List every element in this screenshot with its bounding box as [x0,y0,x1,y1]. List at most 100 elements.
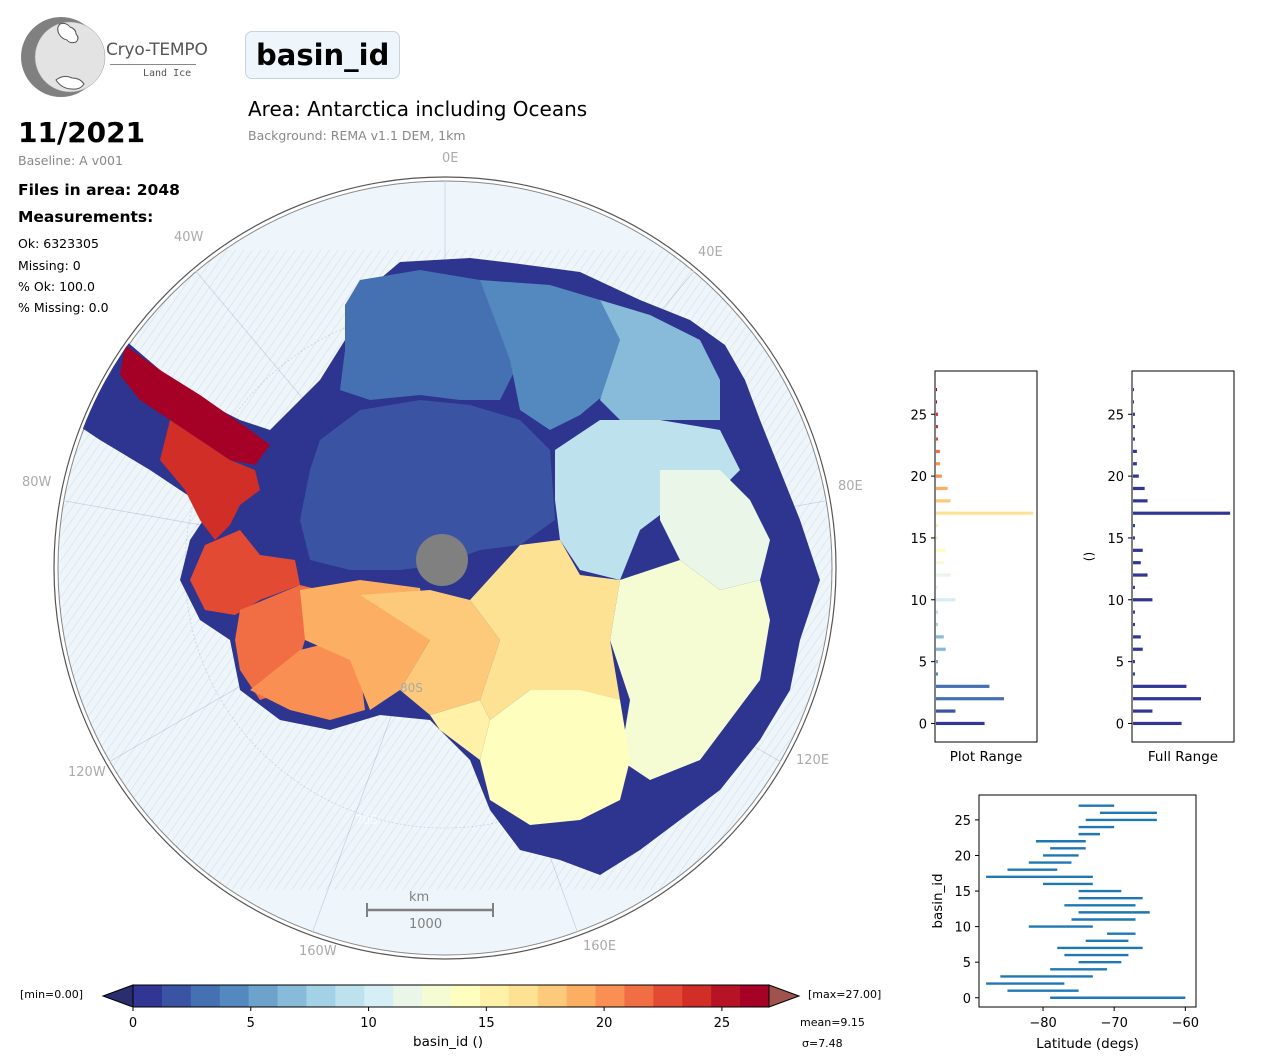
hist-bar [1133,721,1182,726]
lon-label-80e: 80E [838,479,863,494]
hist-bar [936,548,946,552]
hist-bar [1133,684,1187,688]
colorbar-min-label: [min=0.00] [20,988,84,1001]
lat-xtick-label: −70 [1100,1016,1127,1031]
colorbar-swatch [451,985,481,1007]
lat-xtick-label: −80 [1029,1016,1056,1031]
lat-ytick-label: 0 [963,992,971,1007]
lon-label-160e: 160E [583,939,616,954]
hist-frame [934,370,1038,743]
hist-xlabel: Full Range [1148,749,1218,765]
hist-ytick-label: 0 [919,717,927,732]
hist-bar [1133,437,1135,441]
basin-east-i [470,540,620,720]
histogram-plot-range: 0 5 10 15 20 25 Plot Range [910,370,1038,765]
basin-west-2 [250,640,365,720]
hist-bar [1133,387,1134,392]
hist-bar [936,684,990,688]
basin-east-d [600,300,720,420]
lat-ytick-label: 5 [963,956,971,971]
colorbar-sigma: σ=7.48 [802,1037,843,1050]
colorbar-swatch [161,985,192,1007]
colorbar-swatch [277,985,307,1007]
colorbar-swatch [190,985,221,1007]
scale-bar: km 1000 [366,890,494,932]
hist-bar [1133,610,1135,614]
hist-ytick-label: 15 [910,532,927,547]
basin-east-f [660,470,770,590]
polar-map[interactable]: 80S 70S [51,168,840,960]
basin-peninsula-north [120,345,270,465]
hist-bar [936,425,938,429]
hist-bar [1133,449,1137,453]
hist-bar [936,622,938,627]
basin-east-e [555,420,740,580]
hist-ytick-label: 0 [1116,717,1124,732]
hist-ytick-label: 20 [1107,470,1124,485]
hist-bar [1133,486,1145,491]
basin-east-h [480,680,630,825]
colorbar-tick-label: 20 [596,1016,613,1031]
basin-east-j [430,700,490,760]
colorbar-swatch [711,985,741,1007]
hist-bar [1133,548,1143,552]
colorbar-swatch [537,985,568,1007]
lon-label-40e: 40E [698,245,723,260]
colorbar-swatch [479,985,510,1007]
hist-bar [936,387,937,392]
background-note: Background: REMA v1.1 DEM, 1km [248,128,466,143]
lat-ytick-label: 20 [954,849,971,864]
colorbar-swatch [248,985,279,1007]
longitude-labels: 0E 40E 80E 120E 160E 160W 120W 80W 40W [22,151,863,959]
stat-missing: Missing: 0 [18,258,81,273]
histogram-full-range: 0 5 10 15 20 25 Full Range () [1082,370,1235,765]
hist-bar [936,647,946,651]
scale-bar-length: 1000 [409,917,442,932]
colorbar-frame [132,984,770,1008]
hist-bar [936,672,938,676]
hist-bar [936,437,938,441]
hist-bar [936,499,951,503]
hist-bar [1133,499,1148,503]
hist-bar [1133,647,1143,651]
hist-bar [1133,412,1135,416]
scale-bar-unit: km [409,890,429,905]
hist-bar [1133,425,1135,429]
lon-label-0e: 0E [442,151,459,166]
area-title: Area: Antarctica including Oceans [248,97,588,121]
hist-bar [936,697,1004,701]
basin-west-1 [235,585,320,700]
logo-subtitle: Land Ice [143,68,192,79]
hist-ytick-label: 20 [910,470,927,485]
colorbar-swatch [566,985,597,1007]
lat-xtick-label: −60 [1172,1016,1199,1031]
hist-bar [936,400,937,404]
hist-bar [936,561,944,565]
hist-ytick-label: 10 [910,594,927,609]
colorbar-over-arrow [768,984,801,1008]
basin-peninsula-south [190,530,300,615]
colorbar-swatch [393,985,423,1007]
hist-bar [1133,598,1153,602]
lat-ytick-label: 25 [954,814,971,829]
colorbar: 0 5 10 15 20 25 [101,984,801,1031]
hist-xlabel: Plot Range [950,749,1023,765]
hist-bar [1133,585,1135,590]
hist-bar [1133,573,1148,577]
hist-bar [936,598,956,602]
parameter-title: basin_id [245,31,401,79]
hist-bar [936,660,938,664]
lat-label-70s: 70S [355,813,378,827]
lat-chart-frame [978,794,1197,1008]
lat-ytick-label: 10 [954,921,971,936]
hist-bar [936,511,1034,515]
files-in-area: Files in area: 2048 [18,181,180,199]
hist-bar [1133,462,1137,466]
lon-label-160w: 160W [299,944,337,959]
latitude-range-chart: 0 5 10 15 20 25 −80 −70 −60 Latitude (degs) basin_… [930,794,1199,1052]
colorbar-swatch [740,985,770,1007]
colorbar-tick-label: 15 [478,1016,495,1031]
lat-xlabel: Latitude (degs) [1036,1036,1139,1052]
colorbar-swatch [133,985,163,1007]
basin-west-4 [360,590,500,715]
